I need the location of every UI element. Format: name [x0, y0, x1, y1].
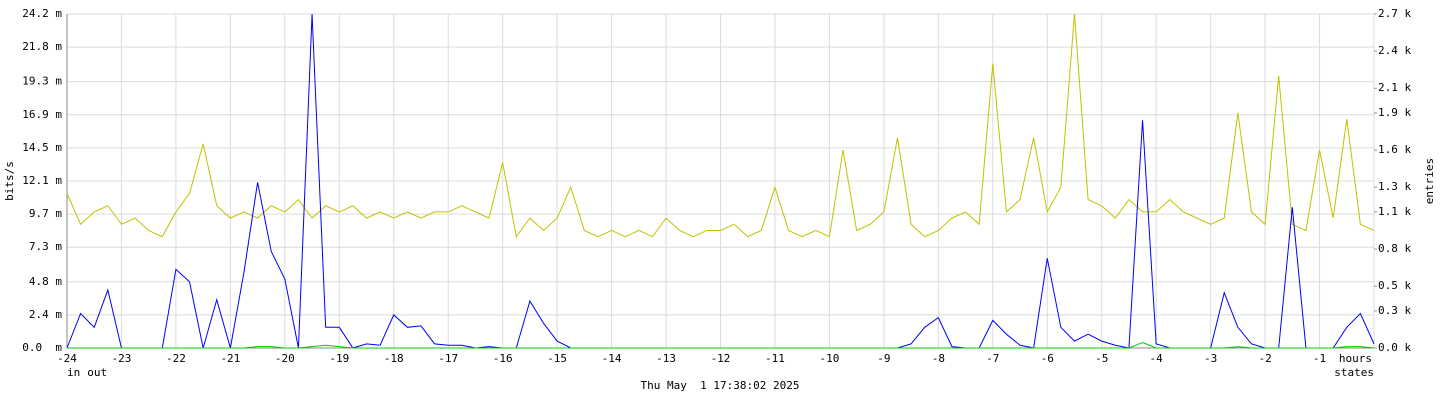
y2-tick-label: 2.7 k: [1378, 7, 1411, 20]
x-tick-label: -15: [547, 352, 567, 365]
y2-tick-label: 2.1 k: [1378, 81, 1411, 94]
x-tick-label: -24: [57, 352, 77, 365]
y-tick-label: 21.8 m: [22, 40, 62, 53]
y2-tick-label: 2.4 k: [1378, 44, 1411, 57]
x-tick-label: -19: [329, 352, 349, 365]
y-tick-label: 19.3 m: [22, 75, 62, 88]
x-tick-label: -7: [986, 352, 999, 365]
y2-tick-label: 0.3 k: [1378, 304, 1411, 317]
x-tick-label: -12: [711, 352, 731, 365]
x-tick-label: -20: [275, 352, 295, 365]
footer: Thu May 1 17:38:02 2025: [641, 379, 800, 392]
y-tick-label: 12.1 m: [22, 174, 62, 187]
y2-tick-label: 0.8 k: [1378, 242, 1411, 255]
legend-entry: in: [67, 366, 80, 379]
x-tick-label: -5: [1095, 352, 1108, 365]
y-tick-label: 16.9 m: [22, 108, 62, 121]
x-tick-label: -18: [384, 352, 404, 365]
y-tick-label: 4.8 m: [29, 275, 62, 288]
y2-tick-label: 1.3 k: [1378, 180, 1411, 193]
x-tick-label: -21: [220, 352, 240, 365]
series-line: [66, 13, 1375, 238]
x-tick-label: -3: [1204, 352, 1217, 365]
legend-entry: states: [1334, 366, 1374, 379]
y-tick-label: 14.5 m: [22, 141, 62, 154]
y-tick-label: 24.2 m: [22, 7, 62, 20]
y2-tick-label: 1.1 k: [1378, 205, 1411, 218]
legend-entry: out: [87, 366, 107, 379]
x-tick-label: -14: [602, 352, 622, 365]
x-tick-label: -8: [932, 352, 945, 365]
x-tick-label: -13: [656, 352, 676, 365]
x-tick-label: -10: [819, 352, 839, 365]
x-tick-label: -17: [438, 352, 458, 365]
x-tick-label: -9: [877, 352, 890, 365]
x-tick-label: -4: [1150, 352, 1164, 365]
y2-tick-label: 0.5 k: [1378, 279, 1411, 292]
y-tick-label: 2.4 m: [29, 308, 62, 321]
y2-axis-label: entries: [1423, 158, 1436, 204]
x-tick-label: -6: [1041, 352, 1054, 365]
x-tick-label: -16: [493, 352, 513, 365]
series-line: [67, 341, 1375, 349]
x-tick-label: -2: [1258, 352, 1271, 365]
y-axis-label: bits/s: [3, 161, 16, 201]
y2-tick-label: 1.9 k: [1378, 106, 1411, 119]
x-tick-label: -22: [166, 352, 186, 365]
y2-tick-label: 0.0 k: [1378, 341, 1411, 354]
y-tick-label: 0.0 m: [22, 341, 62, 354]
x-tick-label: -1: [1313, 352, 1326, 365]
y2-tick-label: 1.6 k: [1378, 143, 1411, 156]
x-tick-label: -23: [112, 352, 132, 365]
y-tick-label: 9.7 m: [29, 207, 62, 220]
x-tick-label: -11: [765, 352, 785, 365]
y-tick-label: 7.3 m: [29, 240, 62, 253]
x-tick-label: hours: [1339, 352, 1372, 365]
